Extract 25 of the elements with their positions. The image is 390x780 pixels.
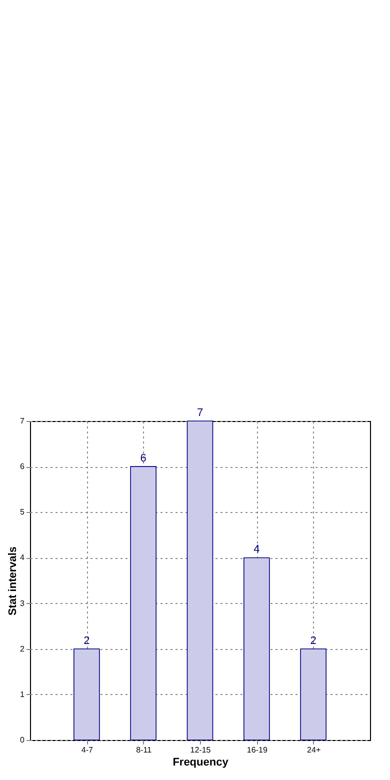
y-tick-label: 6 [20, 462, 26, 472]
x-tick-label: 4-7 [81, 746, 94, 754]
x-tick-label: 8-11 [136, 746, 152, 754]
bar [186, 420, 214, 740]
x-axis-title: Frequency [172, 756, 230, 768]
data-label: 7 [196, 407, 204, 419]
data-label: 2 [310, 634, 316, 647]
y-tick-label: 0 [20, 736, 26, 744]
y-tick-label: 1 [20, 690, 26, 699]
data-label: 2 [84, 634, 90, 647]
data-label: 4 [254, 544, 260, 556]
y-axis-title: Stat intervals [7, 546, 20, 616]
x-tick-label: 24+ [307, 746, 321, 754]
y-tick-label: 2 [20, 644, 26, 654]
x-tick-label: 12-15 [190, 746, 212, 754]
y-tick-label: 3 [20, 598, 26, 608]
y-tick-label: 7 [20, 416, 26, 426]
x-tick-label: 16-19 [246, 746, 268, 754]
y-tick-label: 4 [20, 553, 26, 562]
bar [130, 466, 156, 740]
bar [244, 557, 270, 740]
y-tick-label: 5 [20, 508, 26, 517]
data-label: 6 [140, 452, 146, 465]
bar [74, 648, 100, 740]
bar [300, 648, 326, 740]
